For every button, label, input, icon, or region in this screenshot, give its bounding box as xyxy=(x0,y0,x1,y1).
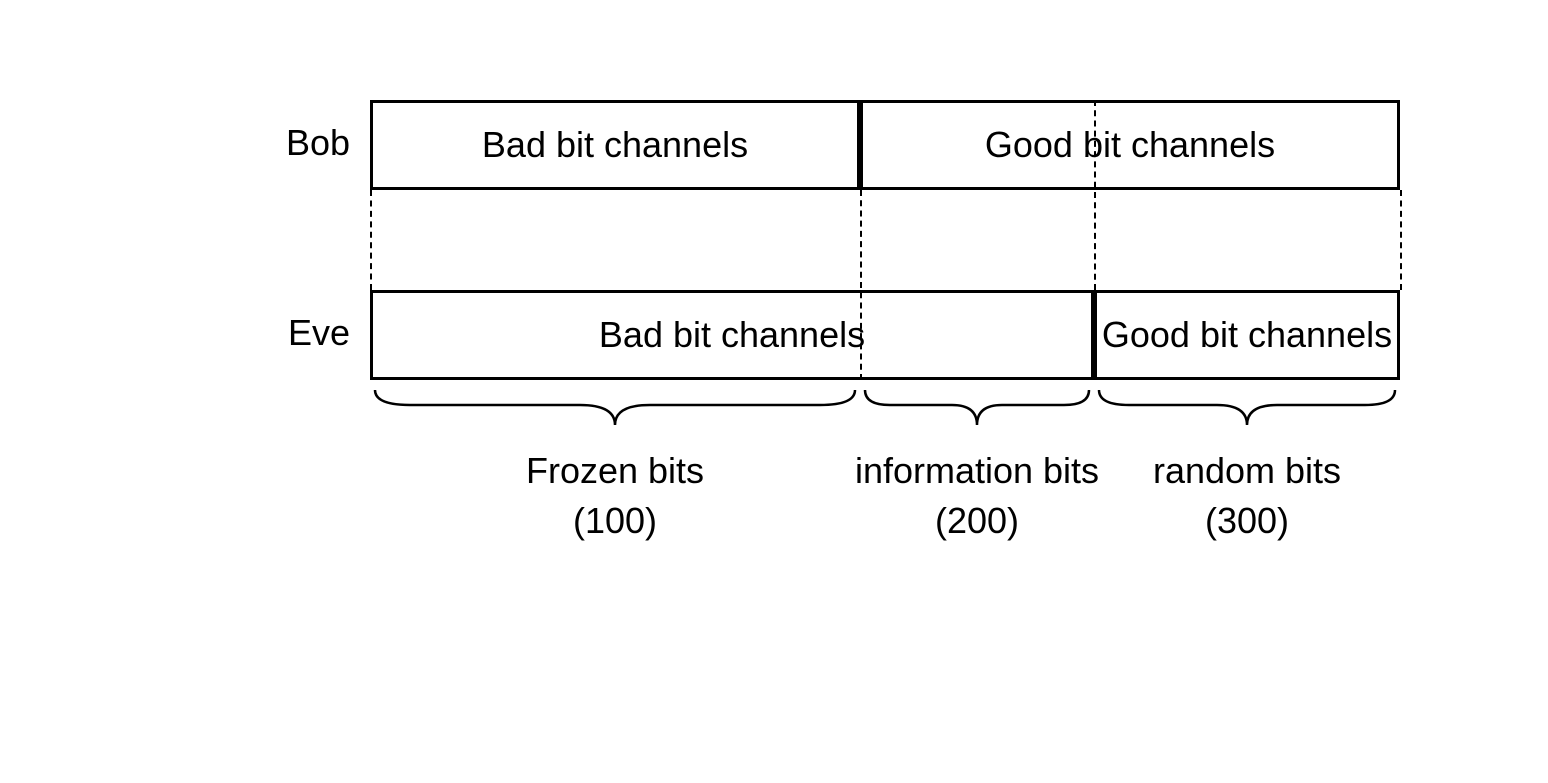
label-random-1: random bits xyxy=(1153,450,1341,492)
brace-frozen xyxy=(370,385,860,435)
bob-label: Bob xyxy=(286,122,350,164)
dashed-line-1 xyxy=(860,190,862,380)
eve-good-text: Good bit channels xyxy=(1102,314,1392,356)
bob-good-text: Good bit channels xyxy=(985,124,1275,166)
label-info-1: information bits xyxy=(855,450,1099,492)
bob-good-cell: Good bit channels xyxy=(860,100,1400,190)
eve-good-cell: Good bit channels xyxy=(1094,290,1400,380)
bob-bad-text: Bad bit channels xyxy=(482,124,748,166)
brace-info xyxy=(860,385,1094,435)
label-frozen-2: (100) xyxy=(573,500,657,542)
dashed-line-3 xyxy=(1400,190,1402,290)
label-random-2: (300) xyxy=(1205,500,1289,542)
bob-bad-cell: Bad bit channels xyxy=(370,100,860,190)
dashed-line-2 xyxy=(1094,100,1096,290)
eve-bad-cell: Bad bit channels xyxy=(370,290,1094,380)
eve-bad-text: Bad bit channels xyxy=(599,314,865,356)
label-info-2: (200) xyxy=(935,500,1019,542)
brace-random xyxy=(1094,385,1400,435)
dashed-line-0 xyxy=(370,190,372,290)
eve-label: Eve xyxy=(288,312,350,354)
label-frozen-1: Frozen bits xyxy=(526,450,704,492)
